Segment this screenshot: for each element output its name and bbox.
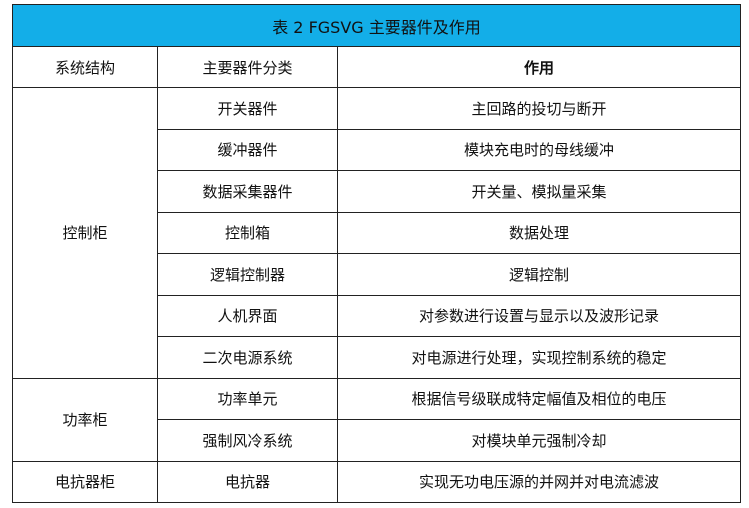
component-cell: 电抗器	[157, 460, 338, 503]
table-row: 强制风冷系统 对模块单元强制冷却	[13, 419, 741, 462]
table-row: 控制箱 数据处理	[13, 211, 741, 254]
function-cell: 对电源进行处理，实现控制系统的稳定	[337, 336, 741, 379]
function-cell: 开关量、模拟量采集	[337, 170, 741, 213]
function-cell: 逻辑控制	[337, 253, 741, 296]
table-row: 电抗器柜 电抗器 实现无功电压源的并网并对电流滤波	[12, 460, 741, 503]
function-cell: 对参数进行设置与显示以及波形记录	[337, 294, 741, 337]
table-row: 缓冲器件 模块充电时的母线缓冲	[13, 128, 741, 171]
function-cell: 主回路的投切与断开	[337, 87, 741, 130]
component-cell: 控制箱	[157, 211, 338, 254]
header-system: 系统结构	[12, 46, 158, 88]
function-cell: 根据信号级联成特定幅值及相位的电压	[337, 377, 741, 420]
table-row: 逻辑控制器 逻辑控制	[13, 253, 741, 296]
table-row: 二次电源系统 对电源进行处理，实现控制系统的稳定	[13, 336, 741, 379]
table-row: 数据采集器件 开关量、模拟量采集	[13, 170, 741, 213]
header-component: 主要器件分类	[157, 46, 338, 88]
system-cell: 电抗器柜	[12, 460, 158, 503]
table-row: 控制柜 开关器件 主回路的投切与断开	[12, 87, 741, 379]
component-cell: 强制风冷系统	[157, 419, 338, 462]
component-cell: 缓冲器件	[157, 128, 338, 171]
table-title: 表 2 FGSVG 主要器件及作用	[12, 4, 741, 47]
component-cell: 逻辑控制器	[157, 253, 338, 296]
header-function: 作用	[337, 46, 741, 88]
system-cell: 控制柜	[12, 87, 158, 379]
component-cell: 二次电源系统	[157, 336, 338, 379]
component-cell: 数据采集器件	[157, 170, 338, 213]
function-cell: 对模块单元强制冷却	[337, 419, 741, 462]
component-cell: 人机界面	[157, 294, 338, 337]
function-cell: 数据处理	[337, 211, 741, 254]
table-row: 人机界面 对参数进行设置与显示以及波形记录	[13, 294, 741, 337]
component-cell: 功率单元	[157, 377, 338, 420]
function-cell: 模块充电时的母线缓冲	[337, 128, 741, 171]
function-cell: 实现无功电压源的并网并对电流滤波	[337, 460, 741, 503]
component-cell: 开关器件	[157, 87, 338, 130]
component-table: 表 2 FGSVG 主要器件及作用 系统结构 主要器件分类 作用 控制柜 开关器件…	[12, 4, 741, 503]
system-cell: 功率柜	[12, 377, 158, 462]
table-row: 功率柜 功率单元 根据信号级联成特定幅值及相位的电压	[12, 377, 741, 462]
